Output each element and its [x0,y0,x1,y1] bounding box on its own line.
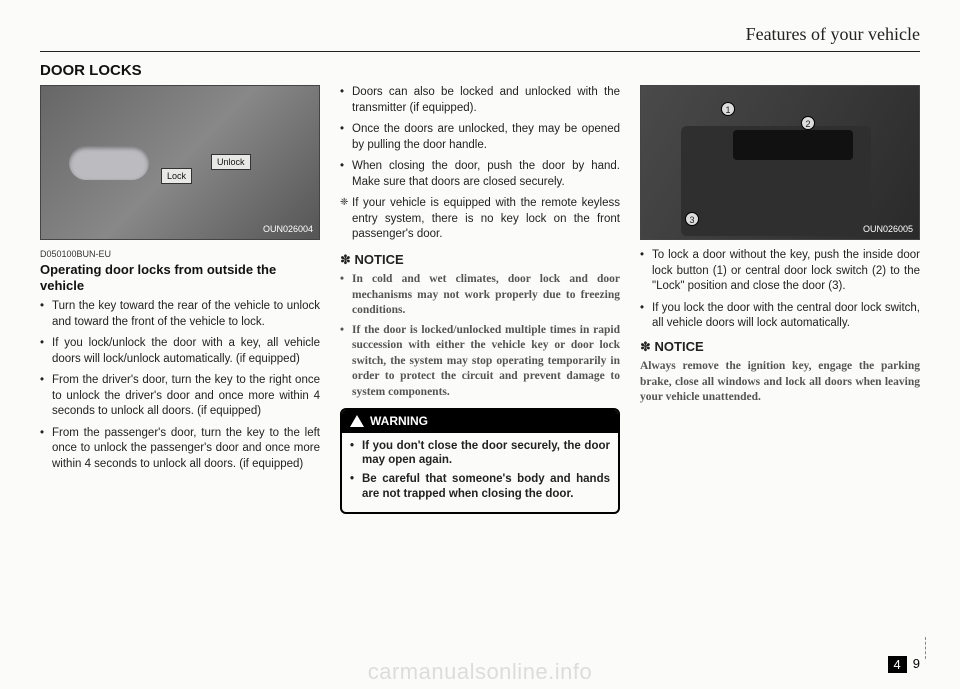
list-item: If the door is locked/unlocked multiple … [340,323,620,401]
notice-heading: NOTICE [640,338,920,356]
header-title: Features of your vehicle [40,24,920,52]
list-item: To lock a door without the key, push the… [640,248,920,295]
list-item: From the driver's door, turn the key to … [40,373,320,420]
notice-list: In cold and wet climates, door lock and … [340,272,620,400]
section-title: DOOR LOCKS [40,62,920,79]
callout-2: 2 [801,116,815,130]
warning-heading: WARNING [342,410,618,432]
callout-1: 1 [721,102,735,116]
list-item: If you lock/unlock the door with a key, … [40,336,320,367]
list-item: If you lock the door with the central do… [640,301,920,332]
label-unlock: Unlock [211,154,251,170]
snowflake-note: If your vehicle is equipped with the rem… [340,196,620,243]
column-3: 1 2 3 OUN026005 To lock a door without t… [640,85,920,514]
door-handle-shape [69,146,149,180]
callout-3: 3 [685,212,699,226]
content-columns: Lock Unlock OUN026004 D050100BUN-EU Oper… [40,85,920,514]
column-1: Lock Unlock OUN026004 D050100BUN-EU Oper… [40,85,320,514]
manual-page: Features of your vehicle DOOR LOCKS Lock… [0,0,960,689]
label-lock: Lock [161,168,192,184]
list-item: Turn the key toward the rear of the vehi… [40,299,320,330]
figure-id: OUN026004 [263,223,313,235]
figure-id: OUN026005 [863,223,913,235]
switch-row-shape [733,130,853,160]
bullet-list-col1: Turn the key toward the rear of the vehi… [40,299,320,472]
figure-door-panel: 1 2 3 OUN026005 [640,85,920,240]
warning-box: WARNING If you don't close the door secu… [340,408,620,514]
reference-code: D050100BUN-EU [40,248,320,260]
watermark: carmanualsonline.info [368,659,593,685]
figure-door-handle: Lock Unlock OUN026004 [40,85,320,240]
tick-marks [925,637,926,659]
list-item: In cold and wet climates, door lock and … [340,272,620,319]
page-number: 4 9 [888,656,920,673]
subheading-operating: Operating door locks from outside the ve… [40,262,320,293]
warning-body: If you don't close the door securely, th… [342,433,618,513]
list-item: Doors can also be locked and unlocked wi… [340,85,620,116]
page-num-major: 4 [888,656,907,673]
list-item: Be careful that someone's body and hands… [350,472,610,502]
list-item: When closing the door, push the door by … [340,159,620,190]
notice-body: Always remove the ignition key, engage t… [640,359,920,406]
list-item: If you don't close the door securely, th… [350,439,610,469]
list-item: Once the doors are unlocked, they may be… [340,122,620,153]
notice-heading: NOTICE [340,251,620,269]
bullet-list-col3: To lock a door without the key, push the… [640,248,920,332]
list-item: From the passenger's door, turn the key … [40,426,320,473]
bullet-list-col2: Doors can also be locked and unlocked wi… [340,85,620,190]
column-2: Doors can also be locked and unlocked wi… [340,85,620,514]
page-num-minor: 9 [913,656,920,673]
